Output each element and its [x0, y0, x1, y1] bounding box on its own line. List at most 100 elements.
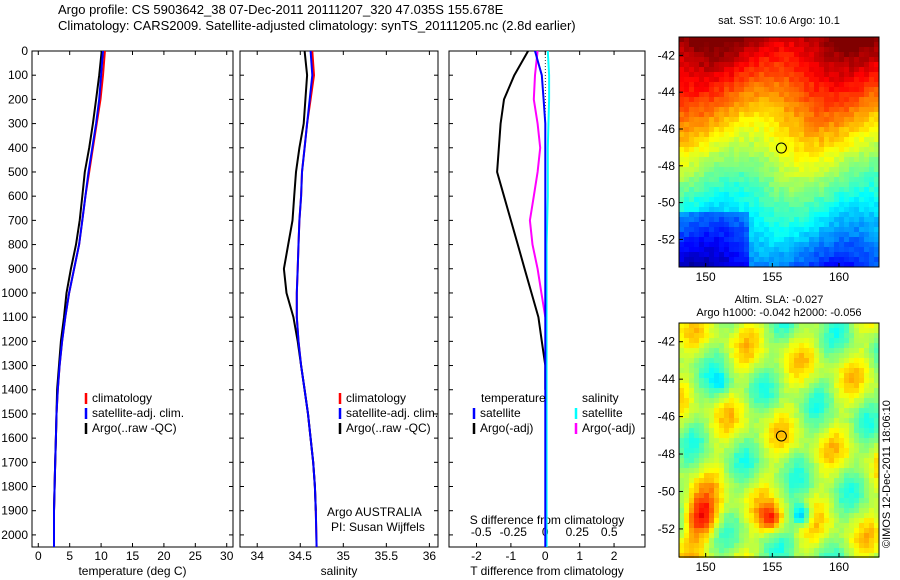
map-cell — [774, 438, 779, 443]
map-cell — [784, 513, 789, 518]
map-cell — [779, 478, 784, 483]
map-cell — [799, 323, 804, 328]
map-cell — [869, 338, 874, 343]
map-cell — [704, 393, 709, 398]
map-cell — [679, 513, 684, 518]
map-cell — [724, 413, 729, 418]
map-cell — [724, 197, 729, 202]
map-cell — [799, 102, 804, 107]
map-cell — [754, 232, 759, 237]
map-cell — [844, 242, 849, 247]
map-cell — [864, 488, 869, 493]
map-cell — [694, 57, 699, 62]
map-cell — [704, 408, 709, 413]
map-cell — [759, 212, 764, 217]
map-cell — [869, 62, 874, 67]
map-cell — [804, 112, 809, 117]
map-cell — [729, 498, 734, 503]
map-cell — [804, 187, 809, 192]
map-cell — [709, 353, 714, 358]
map-cell — [809, 328, 814, 333]
map-cell — [819, 207, 824, 212]
map-cell — [774, 237, 779, 242]
map-cell — [679, 508, 684, 513]
map-cell — [834, 77, 839, 82]
map-cell — [739, 553, 744, 558]
map-cell — [729, 142, 734, 147]
map-cell — [699, 57, 704, 62]
map-cell — [694, 177, 699, 182]
map-cell — [869, 548, 874, 553]
map-cell — [874, 127, 879, 132]
map-cell — [849, 92, 854, 97]
map-cell — [789, 242, 794, 247]
map-cell — [684, 202, 689, 207]
map-cell — [714, 252, 719, 257]
map-cell — [694, 538, 699, 543]
map-cell — [739, 468, 744, 473]
map-cell — [784, 518, 789, 523]
x-tick-label: 34.5 — [289, 549, 313, 563]
map-cell — [739, 197, 744, 202]
map-cell — [714, 393, 719, 398]
map-cell — [774, 548, 779, 553]
map-cell — [719, 157, 724, 162]
map-cell — [729, 47, 734, 52]
map-cell — [729, 247, 734, 252]
map-cell — [809, 67, 814, 72]
map-cell — [789, 498, 794, 503]
map-cell — [764, 217, 769, 222]
map-cell — [844, 423, 849, 428]
map-cell — [694, 112, 699, 117]
map-cell — [764, 508, 769, 513]
map-cell — [859, 428, 864, 433]
map-cell — [754, 338, 759, 343]
map-cell — [834, 553, 839, 558]
map-cell — [744, 393, 749, 398]
map-cell — [859, 117, 864, 122]
map-cell — [729, 147, 734, 152]
map-cell — [819, 42, 824, 47]
map-cell — [679, 398, 684, 403]
map-cell — [844, 553, 849, 558]
map-cell — [754, 62, 759, 67]
map-cell — [839, 252, 844, 257]
map-cell — [874, 418, 879, 423]
map-cell — [799, 533, 804, 538]
map-cell — [699, 393, 704, 398]
map-cell — [799, 338, 804, 343]
map-cell — [854, 333, 859, 338]
legend-title-salinity: salinity — [582, 391, 619, 405]
map-cell — [704, 252, 709, 257]
map-cell — [734, 408, 739, 413]
map-cell — [749, 433, 754, 438]
map-cell — [714, 498, 719, 503]
map-cell — [754, 408, 759, 413]
map-cell — [704, 67, 709, 72]
map-cell — [774, 97, 779, 102]
map-cell — [714, 378, 719, 383]
map-cell — [694, 458, 699, 463]
map-cell — [759, 373, 764, 378]
map-cell — [679, 333, 684, 338]
map-cell — [709, 197, 714, 202]
map-cell — [834, 548, 839, 553]
map-cell — [794, 383, 799, 388]
map-cell — [839, 478, 844, 483]
map-cell — [834, 262, 839, 267]
map-cell — [704, 418, 709, 423]
map-cell — [739, 383, 744, 388]
map-cell — [799, 423, 804, 428]
map-cell — [834, 182, 839, 187]
map-cell — [849, 177, 854, 182]
map-cell — [734, 252, 739, 257]
map-cell — [784, 398, 789, 403]
map-cell — [684, 47, 689, 52]
map-cell — [759, 57, 764, 62]
map-cell — [819, 262, 824, 267]
map-cell — [799, 202, 804, 207]
map-cell — [804, 423, 809, 428]
map-cell — [849, 518, 854, 523]
map-cell — [704, 112, 709, 117]
map-cell — [829, 508, 834, 513]
